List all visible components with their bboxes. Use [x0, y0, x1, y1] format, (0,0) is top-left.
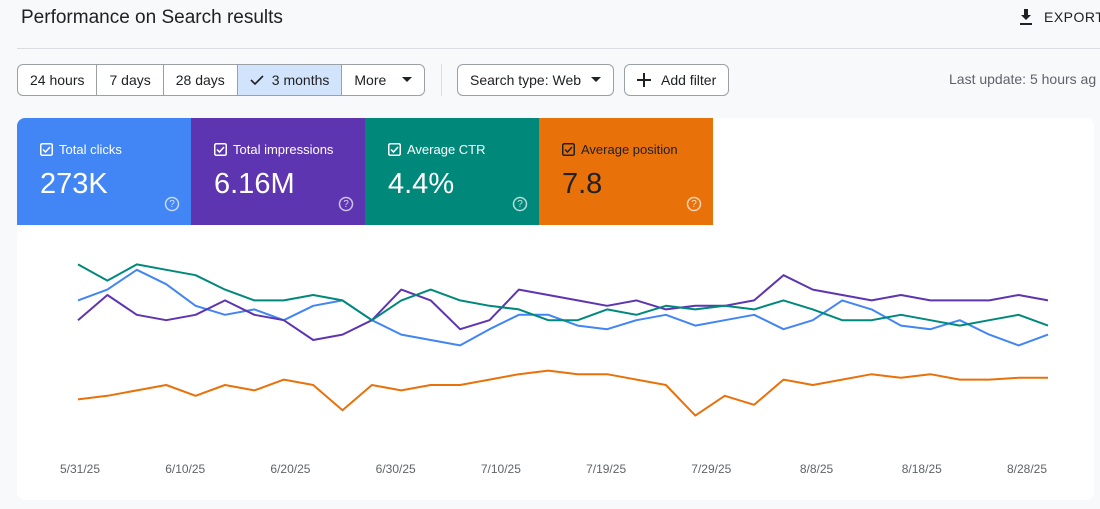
metric-value: 273K: [40, 168, 108, 200]
metric-header: Average position: [562, 142, 678, 157]
plus-icon: [637, 73, 651, 87]
range-label: 3 months: [271, 72, 330, 88]
x-axis-label: 8/8/25: [800, 462, 834, 476]
range-label: 7 days: [109, 72, 151, 88]
x-axis-label: 7/10/25: [481, 462, 521, 476]
download-icon: [1020, 9, 1032, 25]
help-icon: ?: [164, 196, 180, 217]
dropdown-arrow: [591, 77, 602, 82]
svg-text:?: ?: [517, 199, 523, 210]
search-type-label: Search type: Web: [470, 72, 582, 88]
svg-text:?: ?: [691, 199, 697, 210]
page-title: Performance on Search results: [21, 7, 283, 28]
series-line: [77, 268, 1049, 347]
metric-value: 6.16M: [214, 168, 295, 200]
check-icon: [250, 74, 264, 85]
help-circle: ?: [686, 196, 702, 212]
metric-label: Total impressions: [233, 142, 334, 157]
metric-value: 4.4%: [388, 168, 455, 200]
add-filter-button[interactable]: Add filter: [624, 64, 730, 96]
x-axis-label: 7/19/25: [586, 462, 626, 476]
metric-header: Total clicks: [40, 142, 122, 157]
date-range-group: 24 hours 7 days 28 days 3 months More: [17, 64, 426, 96]
range-label: 24 hours: [30, 72, 85, 88]
svg-text:?: ?: [169, 199, 175, 210]
help-icon: ?: [338, 196, 354, 217]
metric-header: Average CTR: [388, 142, 486, 157]
metric-label: Total clicks: [59, 142, 122, 157]
range-button[interactable]: 24 hours: [18, 65, 98, 95]
metric-tile[interactable]: Average CTR 4.4%?: [365, 118, 539, 225]
help-circle: ?: [512, 196, 528, 212]
metric-tile[interactable]: Total impressions 6.16M?: [191, 118, 365, 225]
range-button[interactable]: More: [342, 65, 424, 95]
x-axis-label: 6/20/25: [270, 462, 310, 476]
x-axis-label: 7/29/25: [691, 462, 731, 476]
help-circle: ?: [164, 196, 180, 212]
performance-card: 5/31/25 6/10/25 6/20/25 6/30/25 7/10/25 7/19/…: [17, 118, 1094, 500]
metric-tile[interactable]: Average position 7.8?: [539, 118, 713, 225]
x-axis-label: 5/31/25: [60, 462, 100, 476]
metric-label: Average CTR: [407, 142, 486, 157]
range-label: More: [354, 72, 387, 88]
divider: [17, 48, 1100, 49]
help-icon: ?: [512, 196, 528, 217]
metric-label: Average position: [581, 142, 678, 157]
help-icon: ?: [686, 196, 702, 217]
checkbox: [388, 143, 401, 156]
range-button[interactable]: 3 months: [237, 65, 343, 95]
range-label: 28 days: [175, 72, 225, 88]
range-button[interactable]: 7 days: [97, 65, 164, 95]
help-circle: ?: [338, 196, 354, 212]
export-label: EXPORT: [1044, 9, 1100, 25]
series-line: [77, 369, 1048, 417]
checkbox: [562, 143, 575, 156]
range-button[interactable]: 28 days: [164, 65, 238, 95]
dropdown-arrow: [402, 77, 413, 82]
metric-tile[interactable]: Total clicks 273K?: [17, 118, 191, 225]
metric-value: 7.8: [562, 168, 603, 200]
export-button[interactable]: EXPORT: [1018, 8, 1100, 26]
series-line: [77, 274, 1049, 341]
x-axis-label: 8/28/25: [1007, 462, 1047, 476]
x-axis-label: 6/30/25: [376, 462, 416, 476]
separator: [441, 64, 442, 96]
checkbox: [214, 143, 227, 156]
chart: 5/31/25 6/10/25 6/20/25 6/30/25 7/10/25 7/19/…: [60, 263, 1049, 476]
add-filter-label: Add filter: [661, 72, 717, 88]
search-type-button[interactable]: Search type: Web: [457, 64, 615, 96]
metric-header: Total impressions: [214, 142, 333, 157]
x-axis-label: 8/18/25: [902, 462, 942, 476]
x-axis-label: 6/10/25: [165, 462, 205, 476]
series-line: [77, 263, 1049, 327]
svg-text:?: ?: [343, 199, 349, 210]
last-update: Last update: 5 hours ag: [949, 71, 1097, 87]
checkbox: [40, 143, 53, 156]
